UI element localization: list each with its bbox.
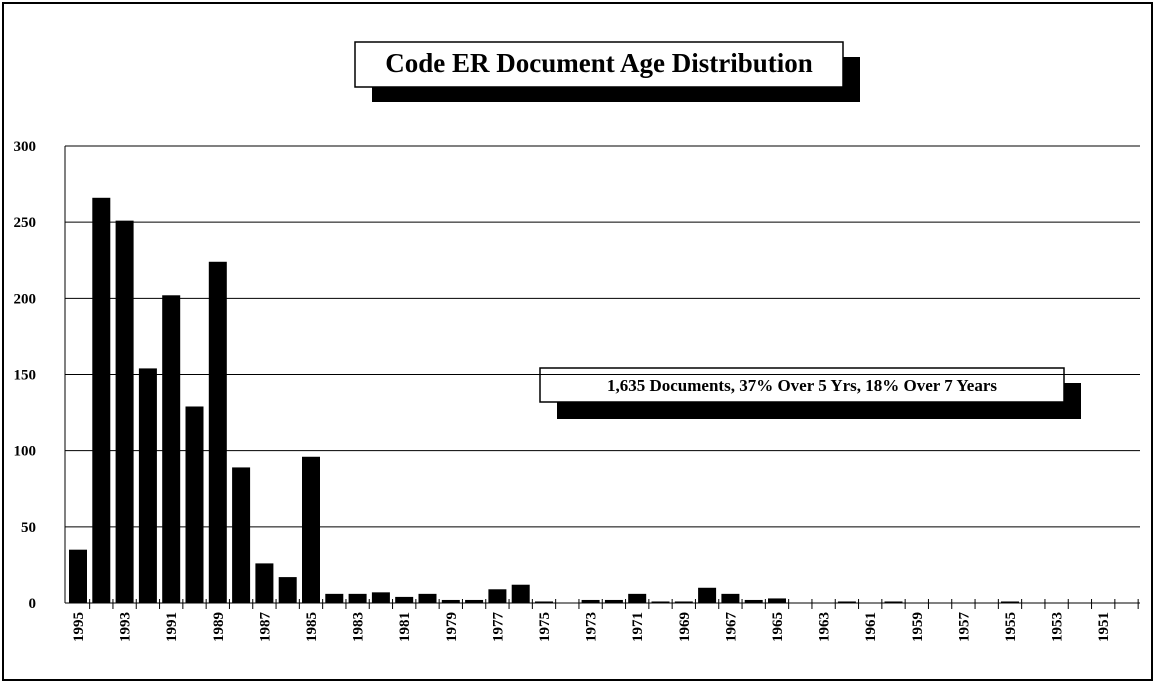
bar — [232, 467, 251, 603]
bar — [721, 593, 740, 603]
bar — [115, 220, 134, 604]
x-tick-label: 1961 — [863, 612, 879, 642]
y-tick-label: 50 — [21, 520, 36, 536]
x-tick-label: 1973 — [584, 612, 600, 642]
bar — [69, 549, 87, 603]
x-tick-label: 1993 — [118, 612, 134, 642]
bar — [698, 587, 717, 603]
x-tick-label: 1975 — [537, 612, 553, 642]
x-tick-label: 1995 — [71, 612, 87, 642]
x-tick-label: 1953 — [1050, 612, 1066, 642]
bar — [581, 599, 600, 603]
bar — [348, 593, 367, 603]
x-tick-label: 1967 — [723, 612, 739, 643]
bar — [628, 593, 647, 603]
annotation-box — [539, 367, 1065, 403]
bar — [371, 592, 390, 603]
x-tick-label: 1983 — [351, 612, 367, 642]
x-tick-label: 1977 — [490, 612, 506, 643]
bar — [744, 599, 763, 603]
bar — [92, 197, 111, 603]
bar — [208, 261, 227, 603]
bar — [884, 601, 903, 603]
x-tick-label: 1965 — [770, 612, 786, 642]
x-tick-label: 1991 — [164, 612, 180, 642]
annotation: 1,635 Documents, 37% Over 5 Yrs, 18% Ove… — [607, 376, 997, 395]
x-tick-label: 1989 — [211, 612, 227, 642]
bar — [395, 596, 414, 603]
y-tick-label: 100 — [14, 444, 37, 460]
bar — [441, 599, 460, 603]
bar — [138, 368, 157, 603]
y-tick-label: 200 — [14, 291, 37, 307]
x-tick-label: 1963 — [817, 612, 833, 642]
bar — [535, 601, 553, 603]
y-tick-label: 250 — [14, 215, 37, 231]
x-tick-label: 1951 — [1096, 612, 1112, 642]
bar — [837, 601, 856, 603]
bar — [185, 406, 204, 603]
bar — [674, 601, 693, 603]
bar — [325, 593, 344, 603]
bar — [1001, 601, 1019, 603]
bar — [255, 563, 274, 603]
x-tick-label: 1971 — [630, 612, 646, 642]
x-tick-label: 1969 — [677, 612, 693, 642]
title-box — [354, 41, 844, 88]
bar — [604, 599, 623, 603]
bar — [418, 593, 437, 603]
x-tick-label: 1979 — [444, 612, 460, 642]
bar — [465, 599, 484, 603]
bar — [278, 577, 297, 603]
x-tick-label: 1985 — [304, 612, 320, 642]
x-tick-label: 1955 — [1003, 612, 1019, 642]
bar — [511, 584, 530, 603]
x-tick-label: 1957 — [956, 612, 972, 643]
bar — [768, 598, 786, 603]
bar — [488, 589, 507, 603]
x-tick-label: 1981 — [397, 612, 413, 642]
bar — [302, 456, 320, 603]
bar — [162, 295, 181, 603]
y-tick-label: 300 — [14, 139, 37, 155]
y-tick-label: 150 — [14, 368, 37, 384]
x-tick-label: 1987 — [257, 612, 273, 643]
y-tick-label: 0 — [29, 596, 37, 612]
x-tick-label: 1959 — [910, 612, 926, 642]
bar — [651, 601, 670, 603]
chart-title: Code ER Document Age Distribution — [385, 48, 813, 78]
